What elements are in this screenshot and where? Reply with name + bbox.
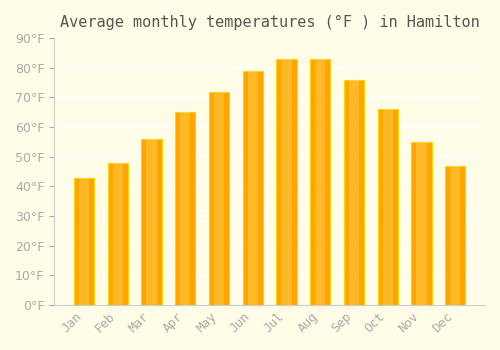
- Title: Average monthly temperatures (°F ) in Hamilton: Average monthly temperatures (°F ) in Ha…: [60, 15, 480, 30]
- Bar: [248, 71, 258, 305]
- Bar: [412, 142, 432, 305]
- Bar: [382, 109, 393, 305]
- Bar: [276, 59, 296, 305]
- Bar: [209, 91, 229, 305]
- Bar: [378, 109, 398, 305]
- Bar: [214, 91, 224, 305]
- Bar: [445, 166, 466, 305]
- Bar: [349, 80, 359, 305]
- Bar: [108, 163, 128, 305]
- Bar: [344, 80, 364, 305]
- Bar: [142, 139, 162, 305]
- Bar: [79, 177, 89, 305]
- Bar: [242, 71, 263, 305]
- Bar: [146, 139, 156, 305]
- Bar: [282, 59, 292, 305]
- Bar: [310, 59, 330, 305]
- Bar: [180, 112, 190, 305]
- Bar: [450, 166, 460, 305]
- Bar: [315, 59, 326, 305]
- Bar: [175, 112, 196, 305]
- Bar: [112, 163, 123, 305]
- Bar: [416, 142, 426, 305]
- Bar: [74, 177, 94, 305]
